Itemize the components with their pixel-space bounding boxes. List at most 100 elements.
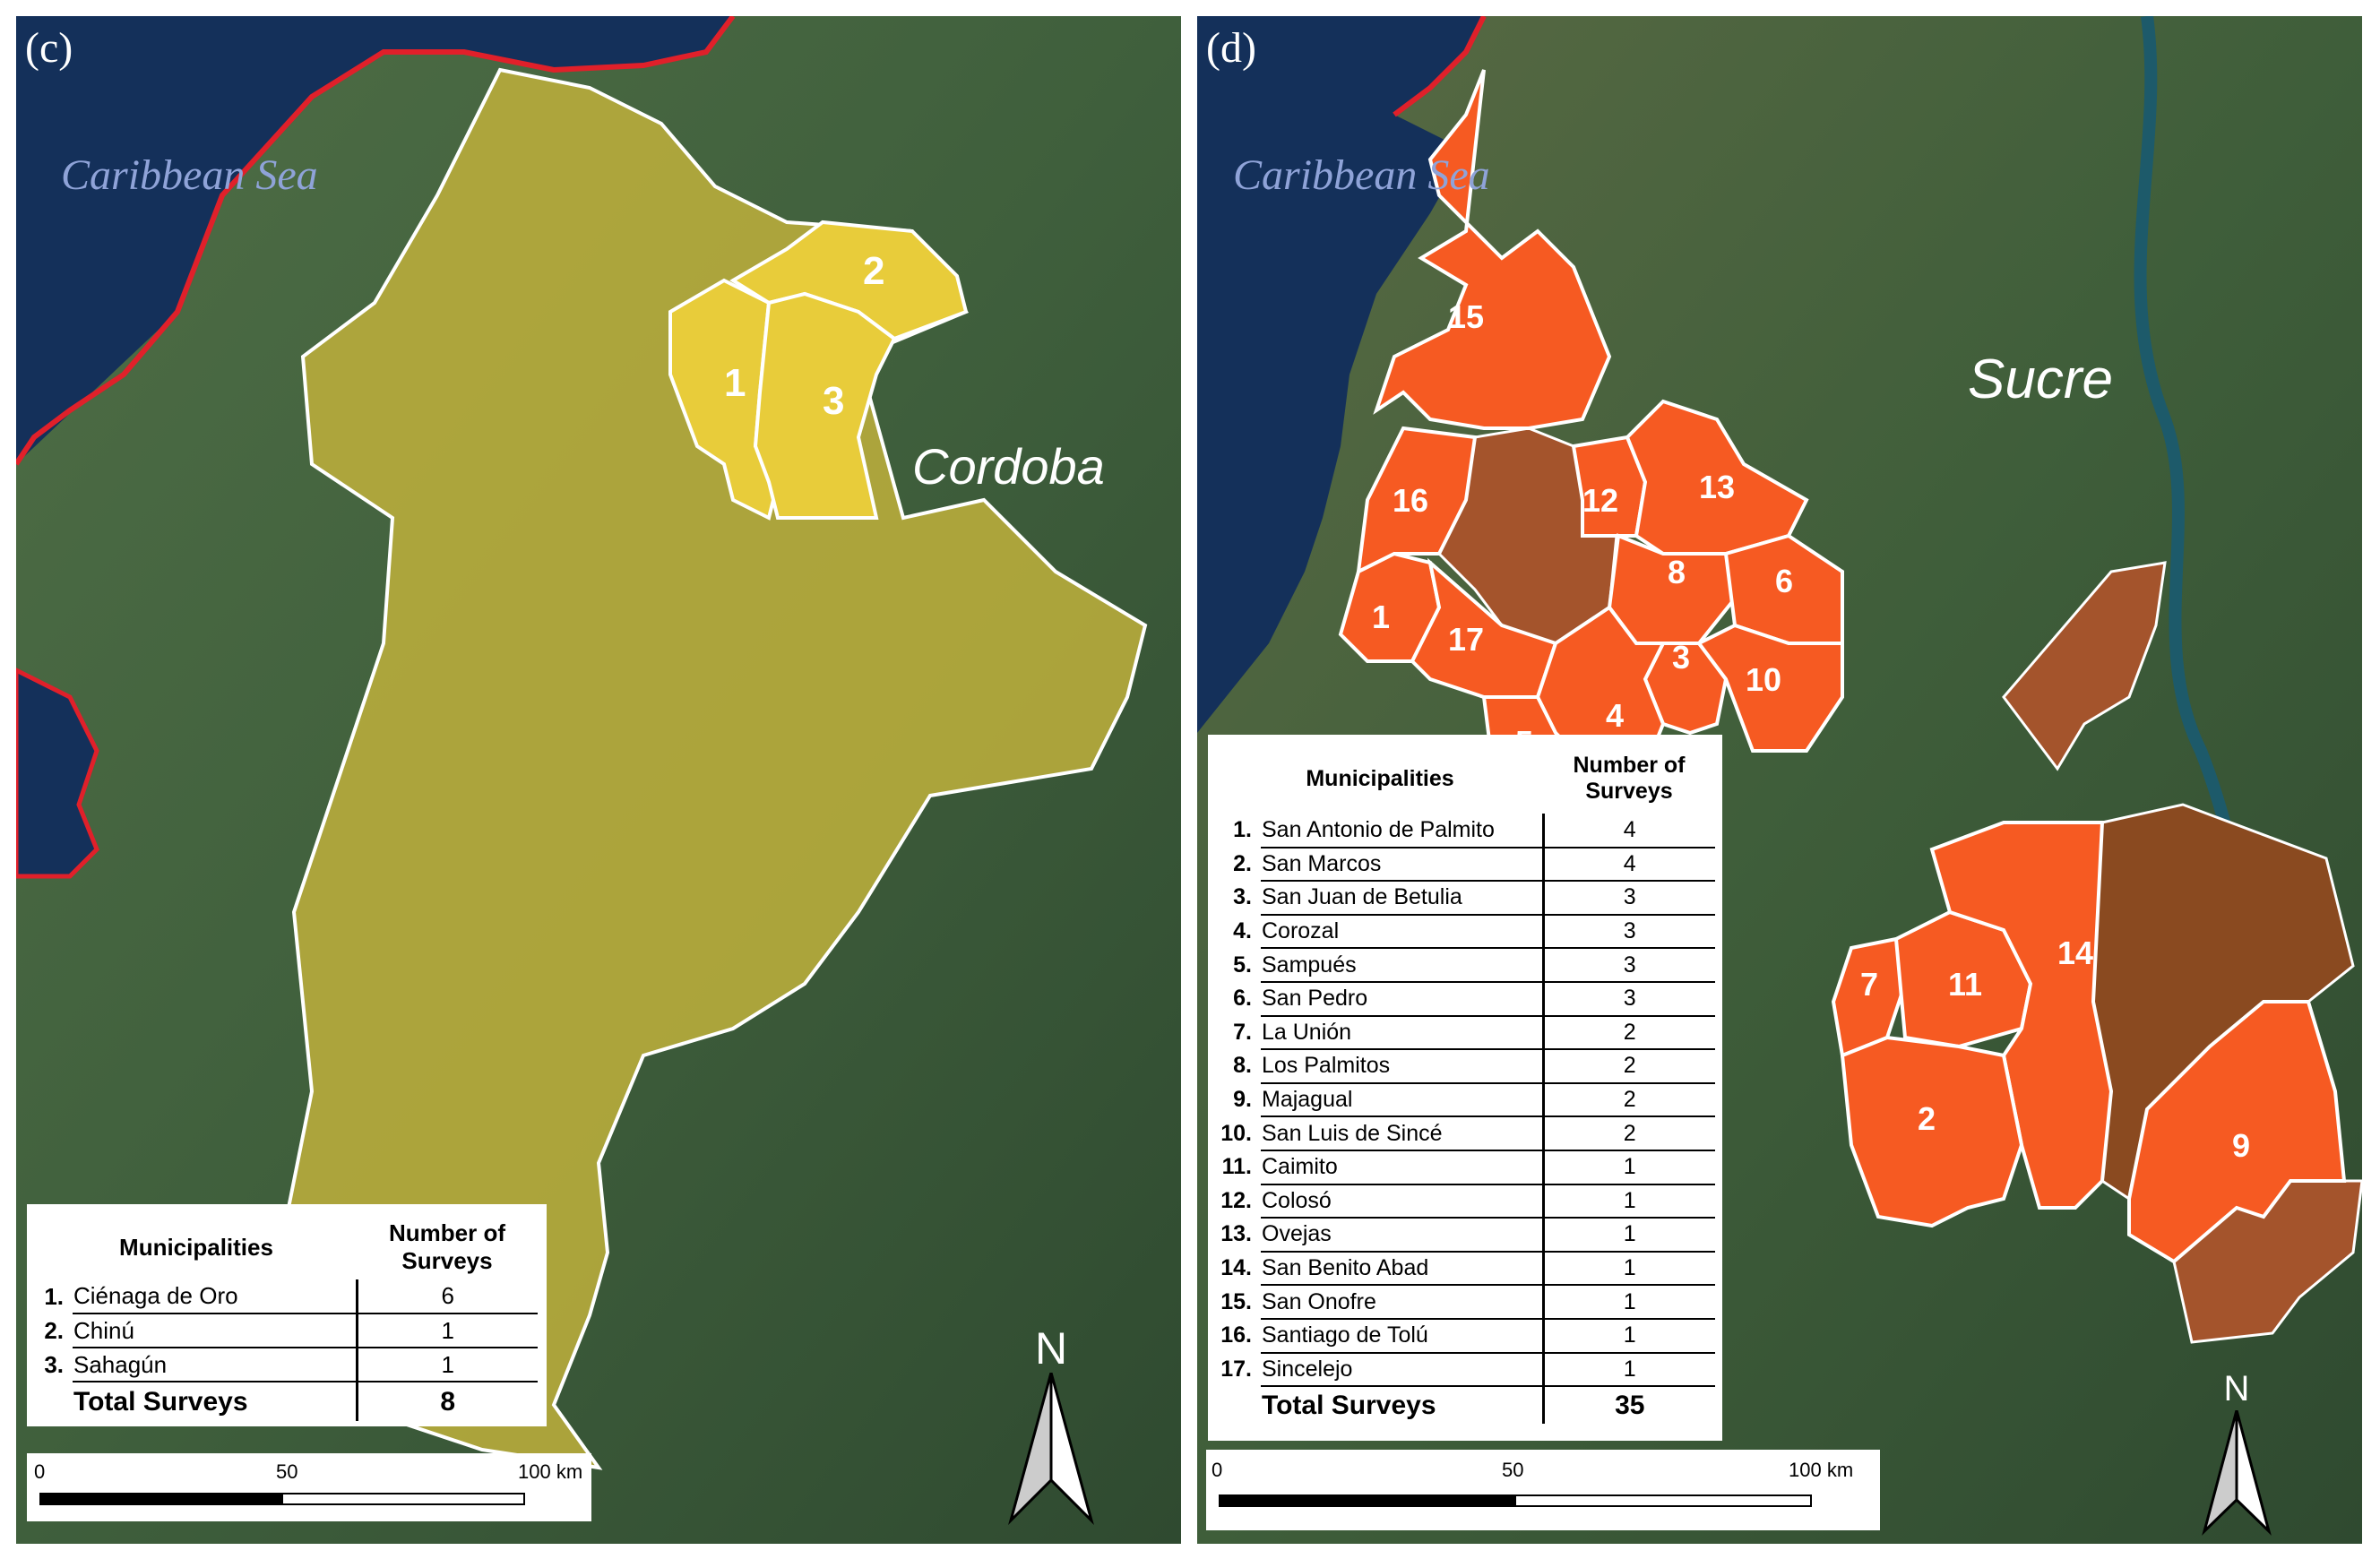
north-arrow-c: N xyxy=(1006,1322,1096,1529)
legend-row-name: Los Palmitos xyxy=(1261,1049,1543,1084)
legend-row-name: Ciénaga de Oro xyxy=(73,1279,357,1314)
legend-row-count: 1 xyxy=(355,1348,538,1382)
map-label-1: 1 xyxy=(724,361,746,405)
map-label-4: 4 xyxy=(1606,697,1625,734)
legend-header-municipalities: Municipalities xyxy=(119,1233,273,1261)
legend-row: 6. San Pedro 3 xyxy=(1217,981,1715,1017)
legend-row: 5. Sampués 3 xyxy=(1217,948,1715,983)
legend-row-count: 3 xyxy=(1541,914,1715,950)
legend-row: 17. Sincelejo 1 xyxy=(1217,1352,1715,1388)
legend-row-count: 6 xyxy=(355,1279,538,1314)
legend-row-num: 5. xyxy=(1233,952,1252,978)
legend-row-num: 3. xyxy=(44,1350,64,1378)
municipality-3-sahagun xyxy=(753,291,897,520)
panel-label-c: (c) xyxy=(25,24,73,72)
legend-row-name: San Marcos xyxy=(1261,847,1543,883)
legend-row-name: Corozal xyxy=(1261,914,1543,950)
legend-row-name: San Antonio de Palmito xyxy=(1261,814,1543,848)
map-label-1: 1 xyxy=(1372,599,1391,635)
north-arrow-d: N xyxy=(2201,1369,2272,1539)
legend-row-name: Sahagún xyxy=(73,1348,357,1382)
legend-row-count: 1 xyxy=(1541,1318,1715,1354)
municipality-2-san-marcos xyxy=(1840,1035,2024,1228)
north-arrow-icon xyxy=(1008,1373,1094,1525)
legend-row-count: 2 xyxy=(1541,1049,1715,1084)
legend-row-count: 3 xyxy=(1541,881,1715,916)
coastline-c xyxy=(16,16,736,466)
legend-row-num: 13. xyxy=(1220,1221,1252,1247)
municipality-14-san-benito-abad xyxy=(1929,821,2114,1210)
north-letter-c: N xyxy=(1034,1323,1068,1374)
map-label-12: 12 xyxy=(1582,482,1619,519)
scale-bar-white xyxy=(281,1493,525,1505)
legend-row: 1. Ciénaga de Oro 6 xyxy=(36,1279,538,1314)
legend-row-name: Santiago de Tolú xyxy=(1261,1318,1543,1354)
legend-row-num: 14. xyxy=(1220,1255,1252,1281)
legend-row-num: 6. xyxy=(1233,986,1252,1012)
legend-row: 16. Santiago de Tolú 1 xyxy=(1217,1318,1715,1354)
legend-row: 8. Los Palmitos 2 xyxy=(1217,1049,1715,1084)
scale-bar-d: 0 50 100 km xyxy=(1206,1450,1880,1530)
scale-tick-0: 0 xyxy=(34,1460,46,1483)
caribbean-sea-label-d: Caribbean Sea xyxy=(1233,151,1490,199)
scale-tick-50: 50 xyxy=(1502,1459,1524,1481)
legend-d: Municipalities Number of Surveys 1. San A… xyxy=(1208,735,1722,1441)
legend-row-name: Sampués xyxy=(1261,948,1543,983)
legend-row-name: Majagual xyxy=(1261,1082,1543,1118)
legend-row-count: 3 xyxy=(1541,948,1715,983)
caribbean-sea-area xyxy=(16,16,733,464)
legend-row: 11. Caimito 1 xyxy=(1217,1150,1715,1185)
legend-total-row: Total Surveys 35 xyxy=(1217,1386,1715,1425)
legend-row-num: 10. xyxy=(1220,1120,1252,1146)
legend-row-count: 1 xyxy=(355,1314,538,1348)
legend-row: 10. San Luis de Sincé 2 xyxy=(1217,1116,1715,1151)
legend-row-name: San Pedro xyxy=(1261,981,1543,1017)
map-label-2: 2 xyxy=(1918,1100,1936,1137)
legend-total-row: Total Surveys 8 xyxy=(36,1382,538,1421)
legend-header-count: Number of Surveys xyxy=(1573,753,1686,804)
legend-row: 2. San Marcos 4 xyxy=(1217,847,1715,883)
legend-row: 9. Majagual 2 xyxy=(1217,1082,1715,1118)
legend-row-num: 9. xyxy=(1233,1087,1252,1113)
legend-total-label: Total Surveys xyxy=(73,1386,248,1417)
legend-row-count: 2 xyxy=(1541,1116,1715,1151)
panel-label-d: (d) xyxy=(1206,24,1256,72)
legend-header-count: Number of Surveys xyxy=(389,1219,505,1274)
legend-row-name: Sincelejo xyxy=(1261,1352,1543,1388)
legend-row-name: Ovejas xyxy=(1261,1218,1543,1253)
legend-row-count: 1 xyxy=(1541,1285,1715,1320)
map-label-9: 9 xyxy=(2232,1127,2251,1164)
unsurveyed-area-northeast xyxy=(2002,561,2167,771)
scale-tick-0: 0 xyxy=(1212,1459,1223,1481)
scale-tick-50: 50 xyxy=(276,1460,298,1483)
legend-row-name: San Luis de Sincé xyxy=(1261,1116,1543,1151)
map-label-15: 15 xyxy=(1448,298,1485,335)
map-label-3: 3 xyxy=(823,379,845,423)
legend-total-label: Total Surveys xyxy=(1262,1390,1436,1420)
municipality-15-san-onofre xyxy=(1373,69,1612,430)
scale-bar-white xyxy=(1514,1494,1812,1507)
legend-c: Municipalities Number of Surveys 1. Cién… xyxy=(27,1204,547,1426)
legend-row-count: 1 xyxy=(1541,1352,1715,1388)
legend-row: 4. Corozal 3 xyxy=(1217,914,1715,950)
legend-row-name: La Unión xyxy=(1261,1015,1543,1051)
legend-row-num: 7. xyxy=(1233,1019,1252,1045)
legend-row-num: 11. xyxy=(1221,1154,1252,1180)
municipality-9-majagual xyxy=(2127,1000,2347,1264)
map-label-3: 3 xyxy=(1672,639,1691,676)
legend-row: 15. San Onofre 1 xyxy=(1217,1285,1715,1320)
map-panel-c: (c) Caribbean Sea Cordoba 1 2 3 Municipa… xyxy=(16,16,1181,1544)
legend-row-num: 12. xyxy=(1220,1187,1252,1213)
municipality-10-san-luis-de-since xyxy=(1695,623,1844,753)
surveyed-municipalities xyxy=(1338,69,2347,1264)
legend-row-name: San Benito Abad xyxy=(1261,1251,1543,1287)
legend-row: 14. San Benito Abad 1 xyxy=(1217,1251,1715,1287)
scale-bar-black xyxy=(39,1493,283,1505)
legend-row-count: 1 xyxy=(1541,1218,1715,1253)
legend-row-count: 3 xyxy=(1541,981,1715,1017)
scale-tick-100: 100 km xyxy=(518,1460,583,1483)
legend-row-count: 1 xyxy=(1541,1150,1715,1185)
map-panel-d: (d) Caribbean Sea Sucre 1 2 3 4 5 6 7 8 … xyxy=(1197,16,2362,1544)
map-label-17: 17 xyxy=(1448,621,1485,658)
legend-row-num: 15. xyxy=(1220,1288,1252,1314)
